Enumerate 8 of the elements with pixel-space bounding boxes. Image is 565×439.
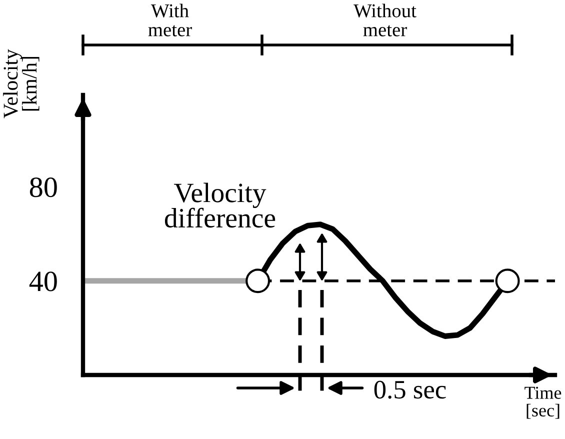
y-tick-label: 40 <box>29 272 57 292</box>
y-axis-title: Velocity [km/h] <box>3 49 40 118</box>
text: 0.5 sec <box>374 380 446 399</box>
y-tick-label: 80 <box>30 177 57 198</box>
x-axis-title: Time [sec] <box>524 386 562 419</box>
annotation: Velocity difference <box>164 182 276 228</box>
text: Without meter <box>354 4 416 36</box>
text: With meter <box>148 4 192 36</box>
